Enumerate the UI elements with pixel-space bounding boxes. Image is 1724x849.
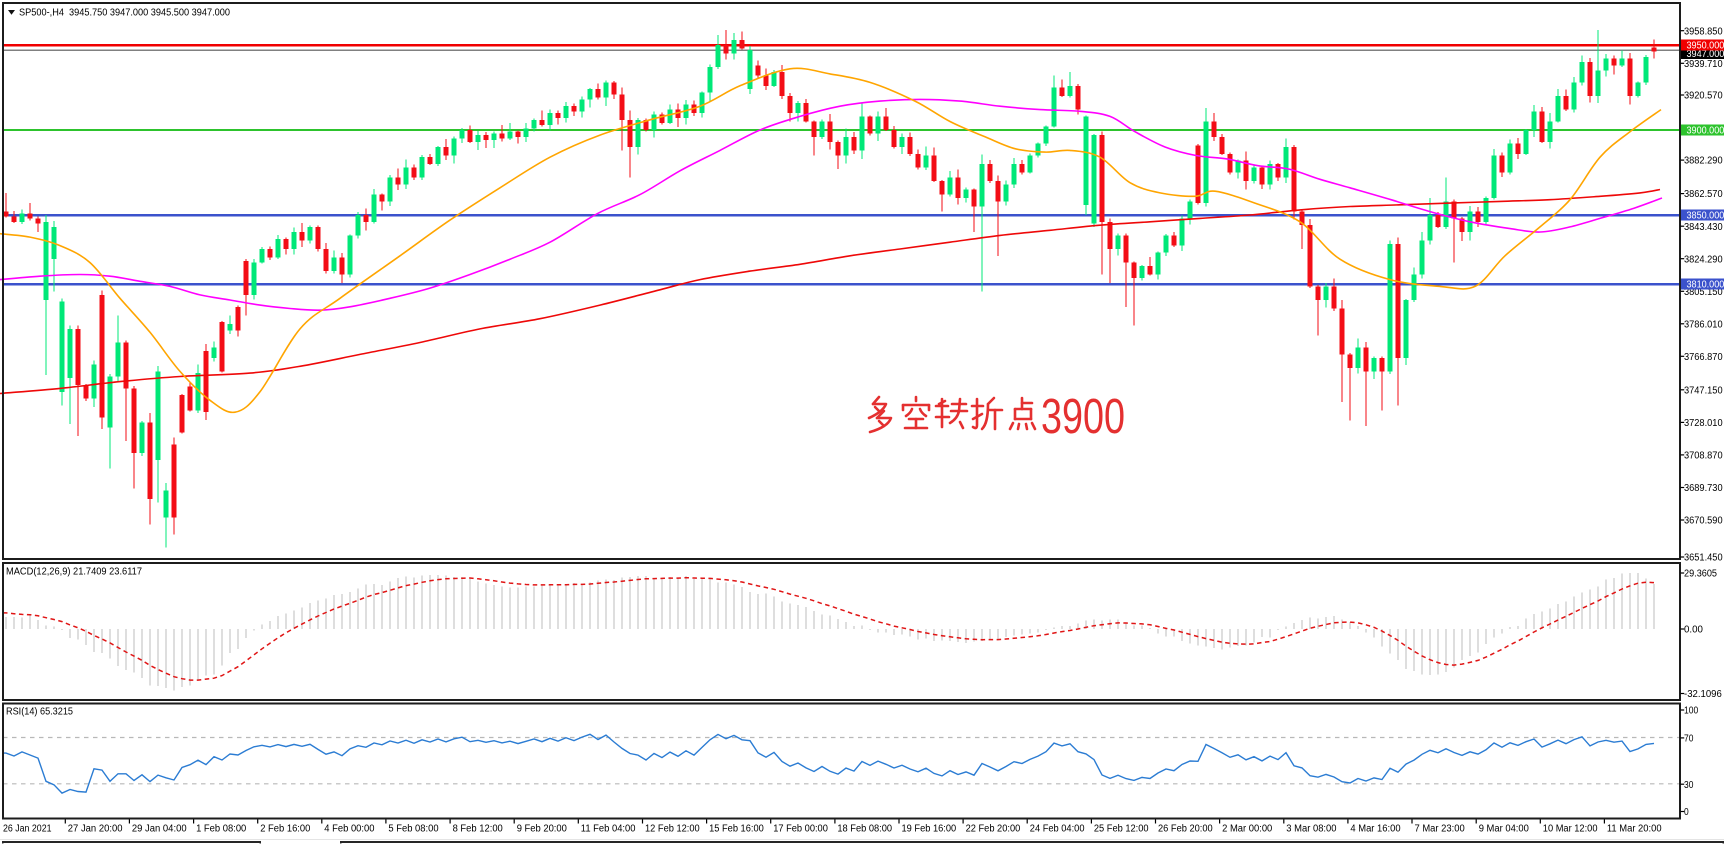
svg-text:26 Feb 20:00: 26 Feb 20:00 <box>1158 824 1213 835</box>
svg-text:4 Mar 16:00: 4 Mar 16:00 <box>1350 824 1401 835</box>
svg-text:3950.000: 3950.000 <box>1687 41 1724 52</box>
svg-text:3824.290: 3824.290 <box>1684 254 1723 265</box>
svg-text:MACD(12,26,9) 21.7409 23.6117: MACD(12,26,9) 21.7409 23.6117 <box>6 567 142 578</box>
svg-text:0: 0 <box>1684 807 1689 818</box>
svg-text:70: 70 <box>1684 734 1694 745</box>
svg-text:9 Mar 04:00: 9 Mar 04:00 <box>1479 824 1530 835</box>
svg-text:3920.570: 3920.570 <box>1684 91 1723 102</box>
svg-text:3786.010: 3786.010 <box>1684 319 1723 330</box>
svg-text:30: 30 <box>1684 780 1694 791</box>
svg-text:3862.570: 3862.570 <box>1684 189 1723 200</box>
svg-text:3810.000: 3810.000 <box>1687 280 1724 291</box>
svg-text:3900.000: 3900.000 <box>1687 126 1724 137</box>
svg-text:3689.730: 3689.730 <box>1684 483 1723 494</box>
svg-text:1 Feb 08:00: 1 Feb 08:00 <box>196 824 247 835</box>
svg-text:25 Feb 12:00: 25 Feb 12:00 <box>1094 824 1149 835</box>
svg-text:-32.1096: -32.1096 <box>1684 689 1722 700</box>
svg-text:9 Feb 20:00: 9 Feb 20:00 <box>517 824 568 835</box>
svg-text:17 Feb 00:00: 17 Feb 00:00 <box>773 824 828 835</box>
svg-text:5 Feb 08:00: 5 Feb 08:00 <box>388 824 439 835</box>
svg-text:10 Mar 12:00: 10 Mar 12:00 <box>1543 824 1598 835</box>
svg-text:3843.430: 3843.430 <box>1684 222 1723 233</box>
svg-text:3670.590: 3670.590 <box>1684 516 1723 527</box>
svg-text:27 Jan 20:00: 27 Jan 20:00 <box>68 824 123 835</box>
svg-text:11 Feb 04:00: 11 Feb 04:00 <box>581 824 636 835</box>
svg-text:3766.870: 3766.870 <box>1684 352 1723 363</box>
svg-text:29.3605: 29.3605 <box>1684 569 1718 580</box>
svg-text:3708.870: 3708.870 <box>1684 451 1723 462</box>
svg-text:15 Feb 16:00: 15 Feb 16:00 <box>709 824 764 835</box>
svg-text:26 Jan 2021: 26 Jan 2021 <box>3 824 52 835</box>
svg-text:8 Feb 12:00: 8 Feb 12:00 <box>453 824 504 835</box>
svg-text:3747.150: 3747.150 <box>1684 385 1723 396</box>
svg-text:RSI(14) 65.3215: RSI(14) 65.3215 <box>6 707 73 718</box>
svg-text:3 Mar 08:00: 3 Mar 08:00 <box>1286 824 1337 835</box>
svg-text:0.00: 0.00 <box>1684 625 1703 636</box>
svg-text:3882.290: 3882.290 <box>1684 156 1723 167</box>
svg-text:3939.710: 3939.710 <box>1684 59 1723 70</box>
svg-text:29 Jan 04:00: 29 Jan 04:00 <box>132 824 187 835</box>
svg-text:11 Mar 20:00: 11 Mar 20:00 <box>1607 824 1662 835</box>
svg-text:12 Feb 12:00: 12 Feb 12:00 <box>645 824 700 835</box>
svg-text:100: 100 <box>1684 706 1699 717</box>
svg-text:SP500-,H4 3945.750 3947.000 3: SP500-,H4 3945.750 3947.000 3945.500 394… <box>19 7 230 19</box>
svg-text:4 Feb 00:00: 4 Feb 00:00 <box>324 824 375 835</box>
svg-text:19 Feb 16:00: 19 Feb 16:00 <box>902 824 957 835</box>
svg-text:3958.850: 3958.850 <box>1684 26 1723 37</box>
svg-text:7 Mar 23:00: 7 Mar 23:00 <box>1415 824 1466 835</box>
svg-text:2 Mar 00:00: 2 Mar 00:00 <box>1222 824 1273 835</box>
svg-text:3728.010: 3728.010 <box>1684 418 1723 429</box>
svg-text:22 Feb 20:00: 22 Feb 20:00 <box>966 824 1021 835</box>
svg-text:3651.450: 3651.450 <box>1684 553 1723 564</box>
svg-text:3900: 3900 <box>1041 390 1125 444</box>
svg-text:18 Feb 08:00: 18 Feb 08:00 <box>837 824 892 835</box>
svg-text:3850.000: 3850.000 <box>1687 211 1724 222</box>
svg-text:2 Feb 16:00: 2 Feb 16:00 <box>260 824 311 835</box>
svg-text:24 Feb 04:00: 24 Feb 04:00 <box>1030 824 1085 835</box>
